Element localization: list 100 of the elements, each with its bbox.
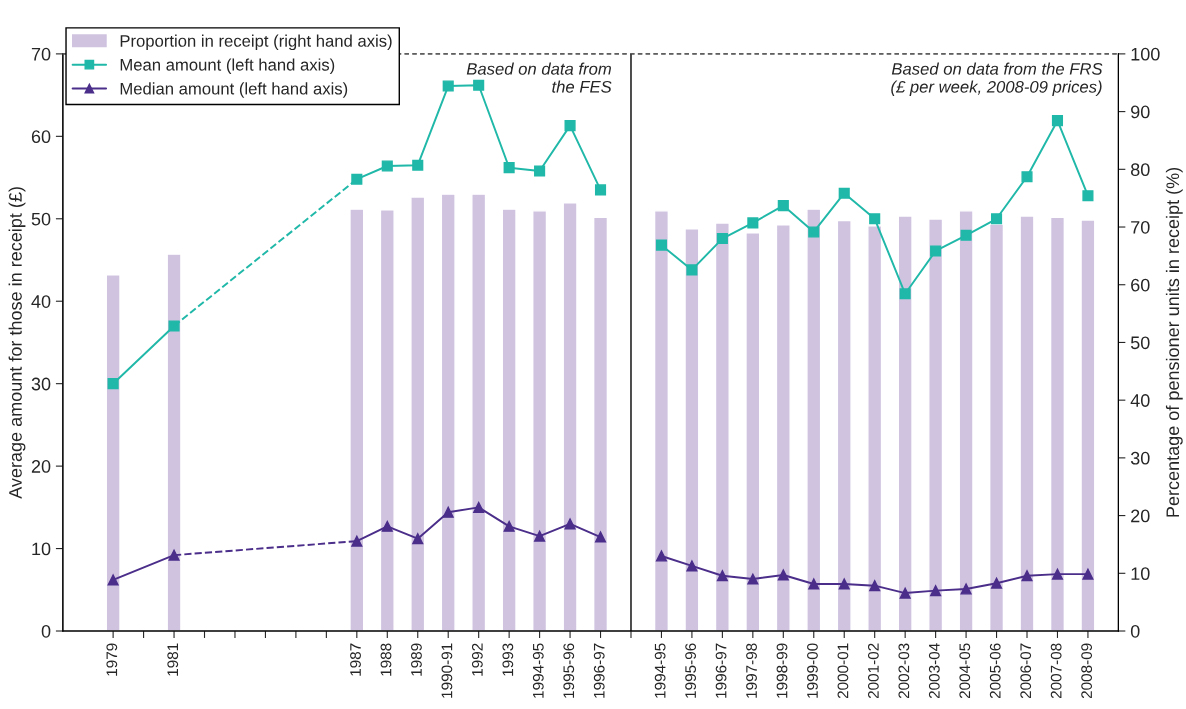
bar — [867, 225, 883, 632]
x-tick-label: 2004-05 — [959, 643, 971, 699]
point — [686, 560, 698, 572]
bar — [1080, 219, 1096, 632]
point — [564, 518, 576, 530]
point — [503, 520, 515, 532]
point — [990, 213, 1003, 225]
y2-tick-label: 40 — [1130, 394, 1150, 407]
point — [899, 587, 911, 599]
point — [442, 80, 454, 92]
point — [351, 535, 363, 547]
x-tick-label: 1989 — [411, 643, 422, 676]
x-tick-label: 1990-91 — [441, 643, 453, 698]
point — [869, 213, 881, 225]
point — [594, 531, 607, 543]
bar — [410, 196, 426, 632]
y2-tick-label: 50 — [1130, 336, 1150, 350]
point — [381, 520, 393, 532]
bar — [1049, 216, 1066, 632]
x-tick-label: 2002-03 — [898, 643, 910, 699]
point — [442, 506, 454, 518]
bar — [684, 228, 700, 632]
y2-tick-label: 10 — [1131, 567, 1150, 581]
x-tick-label: 1994-95 — [654, 643, 666, 698]
bar — [379, 209, 395, 632]
bar — [1019, 215, 1035, 632]
y2-tick-label: 0 — [1130, 624, 1140, 638]
point — [412, 533, 424, 545]
bar — [928, 218, 944, 632]
x-tick-label: 1993 — [502, 643, 514, 676]
legend-label: Median amount (left hand axis) — [120, 82, 348, 98]
bar — [592, 216, 609, 632]
bar — [958, 210, 974, 632]
bar — [775, 224, 791, 632]
bar — [105, 274, 121, 632]
point — [960, 229, 972, 241]
point — [107, 378, 119, 390]
y-tick-label: 30 — [31, 377, 51, 391]
y2-tick-label: 80 — [1130, 163, 1150, 177]
y2-tick-label: 70 — [1131, 220, 1150, 234]
point — [1051, 568, 1064, 580]
x-tick-label: 1996-97 — [715, 643, 727, 698]
point — [777, 569, 789, 581]
x-tick-label: 1995-96 — [685, 643, 697, 698]
x-tick-label: 1997-98 — [746, 643, 757, 698]
x-tick-label: 2008-09 — [1081, 643, 1093, 699]
legend-label: Proportion in receipt (right hand axis) — [120, 34, 392, 51]
point — [838, 187, 850, 199]
point — [1021, 570, 1033, 582]
point — [899, 288, 911, 300]
bar — [988, 223, 1005, 632]
point — [594, 184, 607, 196]
point — [716, 570, 728, 582]
point — [655, 239, 668, 251]
point — [1082, 568, 1094, 580]
x-tick-label: 1994-95 — [532, 643, 544, 698]
y2-tick-label: 20 — [1131, 509, 1150, 523]
legend-label: Mean amount (left hand axis) — [120, 58, 335, 74]
point — [168, 549, 180, 561]
y-tick-label: 20 — [31, 460, 51, 473]
x-tick-label: 1992 — [471, 643, 483, 676]
bar — [562, 202, 578, 632]
point — [534, 530, 546, 542]
point — [838, 578, 850, 590]
annotation: Based on data from the FRS (£ per week, 2008-09 prices) — [891, 62, 1103, 97]
point — [869, 580, 881, 592]
x-tick-label: 2003-04 — [928, 643, 940, 699]
point — [534, 165, 546, 177]
x-tick-label: 1981 — [167, 643, 179, 676]
x-tick-label: 2005-06 — [989, 643, 1001, 699]
bar — [471, 193, 487, 632]
x-tick-label: 2007-08 — [1050, 643, 1062, 699]
point — [777, 200, 789, 212]
point — [564, 120, 576, 132]
bar — [745, 232, 761, 632]
x-tick-label: 2000-01 — [837, 643, 849, 699]
x-tick-label: 1995-96 — [563, 643, 575, 698]
point — [1021, 171, 1033, 183]
y2-axis-title: Percentage of pensioner units in receipt (%) — [1165, 167, 1183, 517]
y2-tick-label: 30 — [1130, 451, 1150, 465]
point — [930, 245, 942, 257]
point — [686, 264, 698, 276]
bar — [349, 208, 365, 632]
y-axis-title: Average amount for those in receipt (£) — [8, 187, 26, 499]
bar — [532, 210, 548, 632]
point — [107, 574, 119, 586]
bar — [714, 222, 730, 632]
point — [1051, 115, 1064, 127]
point — [473, 79, 485, 91]
point — [381, 160, 393, 172]
x-tick-label: 1999-00 — [807, 643, 818, 698]
point — [747, 217, 759, 229]
x-tick-label: 1996-97 — [593, 643, 605, 698]
y-tick-label: 10 — [32, 542, 51, 556]
x-tick-label: 2001-02 — [867, 643, 879, 699]
point — [1082, 190, 1094, 202]
annotation: Based on data from the FES — [466, 62, 612, 93]
x-tick-label: 2006-07 — [1020, 643, 1032, 699]
point — [990, 577, 1003, 589]
point — [503, 162, 515, 174]
